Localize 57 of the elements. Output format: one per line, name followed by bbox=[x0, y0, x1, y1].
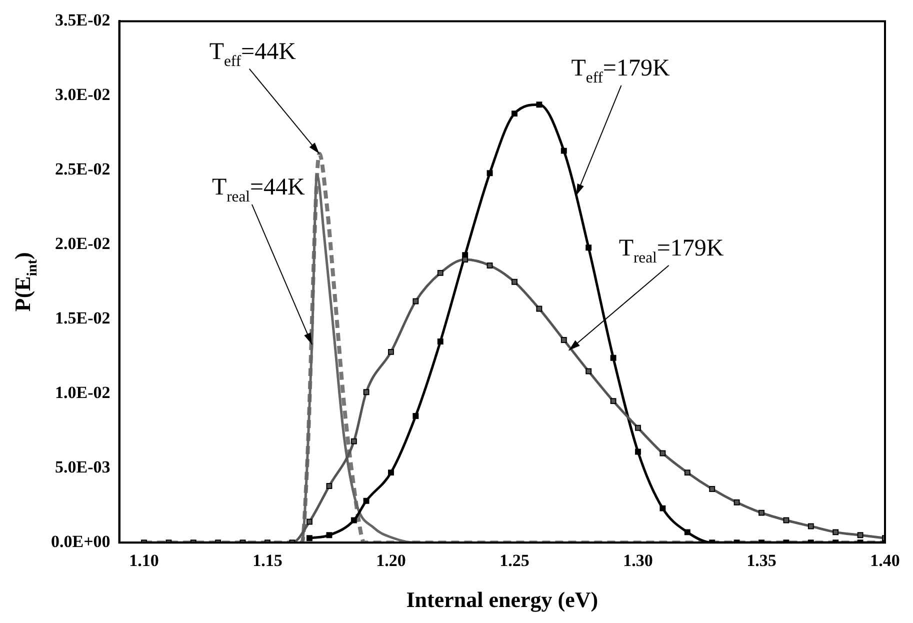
y-tick-label: 0.0E+00 bbox=[50, 532, 110, 551]
point bbox=[412, 298, 419, 304]
point bbox=[586, 368, 592, 374]
x-tick-label: 1.35 bbox=[746, 551, 776, 570]
y-tick-label: 1.5E-02 bbox=[55, 308, 110, 328]
y-tick-label: 3.5E-02 bbox=[55, 10, 110, 30]
point bbox=[363, 498, 370, 504]
point bbox=[536, 102, 542, 108]
point bbox=[734, 499, 740, 506]
point bbox=[857, 532, 864, 538]
y-tick-label: 3.0E-02 bbox=[55, 85, 110, 104]
y-axis-title: P(Eint) bbox=[10, 252, 41, 312]
point bbox=[610, 354, 616, 361]
x-tick-label: 1.40 bbox=[870, 551, 900, 570]
y-tick-label: 5.0E-03 bbox=[55, 458, 110, 477]
point bbox=[586, 244, 592, 251]
point bbox=[758, 510, 764, 516]
point bbox=[635, 448, 641, 455]
point bbox=[610, 398, 616, 404]
y-tick-label: 2.0E-02 bbox=[55, 234, 110, 254]
point bbox=[350, 438, 357, 444]
x-tick-label: 1.10 bbox=[129, 551, 159, 570]
point bbox=[560, 337, 567, 343]
point bbox=[709, 486, 716, 492]
point bbox=[808, 523, 814, 530]
point bbox=[437, 270, 444, 276]
point bbox=[486, 262, 493, 268]
point bbox=[512, 110, 518, 117]
x-tick-label: 1.15 bbox=[252, 551, 282, 570]
point bbox=[635, 424, 641, 431]
point bbox=[560, 148, 567, 154]
point bbox=[684, 529, 690, 536]
point bbox=[486, 170, 493, 176]
point bbox=[350, 517, 357, 524]
point bbox=[660, 450, 666, 456]
point bbox=[412, 413, 419, 419]
point bbox=[684, 470, 690, 476]
point bbox=[306, 535, 312, 542]
point bbox=[326, 483, 332, 489]
x-tick-label: 1.30 bbox=[623, 551, 653, 570]
x-axis-title: Internal energy (eV) bbox=[406, 587, 598, 612]
point bbox=[388, 348, 394, 355]
x-tick-label: 1.20 bbox=[376, 551, 406, 570]
x-tick-label: 1.25 bbox=[500, 551, 530, 570]
point bbox=[306, 518, 312, 525]
point bbox=[462, 256, 468, 263]
point bbox=[512, 278, 518, 285]
point bbox=[536, 306, 542, 312]
point bbox=[388, 470, 394, 476]
y-tick-label: 1.0E-02 bbox=[55, 383, 110, 402]
point bbox=[363, 389, 370, 396]
point bbox=[326, 532, 332, 538]
point bbox=[437, 338, 444, 344]
point bbox=[660, 505, 666, 512]
y-tick-label: 2.5E-02 bbox=[55, 160, 110, 179]
point bbox=[832, 529, 839, 536]
point bbox=[783, 517, 790, 524]
